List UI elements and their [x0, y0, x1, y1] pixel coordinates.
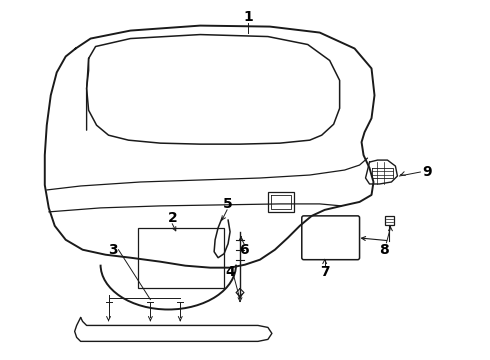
- Text: 8: 8: [380, 243, 390, 257]
- Bar: [386, 216, 394, 225]
- FancyBboxPatch shape: [302, 216, 360, 260]
- Text: 4: 4: [225, 265, 235, 279]
- Text: 3: 3: [108, 243, 117, 257]
- Bar: [138, 228, 224, 288]
- Text: 9: 9: [422, 165, 432, 179]
- Text: 1: 1: [243, 10, 253, 24]
- Text: 6: 6: [239, 243, 249, 257]
- Text: 2: 2: [168, 211, 177, 225]
- Text: 7: 7: [320, 265, 329, 279]
- Bar: [268, 192, 294, 212]
- Text: 5: 5: [223, 197, 233, 211]
